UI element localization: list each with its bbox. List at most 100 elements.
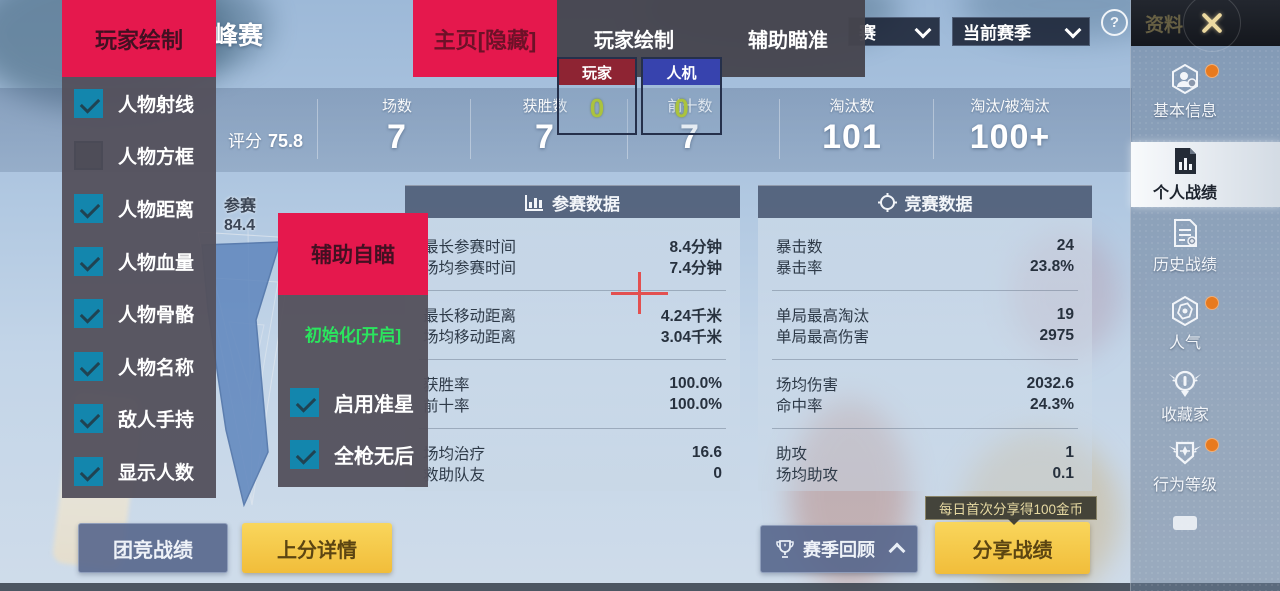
competition-data-panel: 竞赛数据 暴击数 24 暴击率 23.8% 单局最高淘汰 19 单局最高伤害 2975 … <box>758 185 1092 491</box>
rank-details-button[interactable]: 上分详情 <box>242 523 392 573</box>
checkbox[interactable] <box>74 88 103 118</box>
participation-panel-body: 最长参赛时间 8.4分钟 场均参赛时间 7.4分钟 最长移动距离 4.24千米 场均移… <box>405 218 740 491</box>
toggle-enemy-weapon[interactable]: 敌人手持 <box>62 393 216 446</box>
stat-row-label: 场均移动距离 <box>423 328 517 346</box>
divider <box>627 99 628 159</box>
stat-top10: 前十数 7 <box>615 95 765 157</box>
bot-counter-header[interactable]: 人机 <box>643 59 720 85</box>
stat-row-value: 1 <box>1065 443 1074 461</box>
collapse-icon[interactable] <box>1173 516 1197 530</box>
rank-details-label: 上分详情 <box>277 539 357 562</box>
draw-menu-header[interactable]: 玩家绘制 <box>62 0 216 77</box>
stat-row-value: 0.1 <box>1052 464 1074 482</box>
checkbox[interactable] <box>74 141 103 171</box>
stat-row-label: 单局最高淘汰 <box>776 307 870 325</box>
help-icon[interactable]: ? <box>1101 9 1128 36</box>
team-stats-button[interactable]: 团竞战绩 <box>78 523 228 573</box>
stat-row-value: 23.8% <box>1030 257 1074 275</box>
sidebar-item-personal-stats[interactable]: 个人战绩 <box>1131 146 1239 203</box>
sidebar-item-basic-info[interactable]: 基本信息 <box>1131 64 1239 121</box>
toggle-label: 敌人手持 <box>118 410 195 432</box>
toggle-esp-names[interactable]: 人物名称 <box>62 340 216 393</box>
share-stats-button[interactable]: 分享战绩 <box>935 522 1090 574</box>
stat-row-value: 2975 <box>1039 326 1074 344</box>
rating-label: 评分 <box>228 132 262 151</box>
season-dropdown-value: 当前赛季 <box>963 24 1031 43</box>
sidebar-item-label: 收藏家 <box>1160 407 1209 424</box>
sidebar-item-collector[interactable]: 收藏家 <box>1131 368 1239 425</box>
bot-counter-value: 0 <box>674 93 689 123</box>
sidebar-item-label: 行为等级 <box>1152 477 1217 494</box>
stat-row-value: 7.4分钟 <box>669 259 722 277</box>
checkbox[interactable] <box>290 387 319 417</box>
stat-eliminations: 淘汰数 101 <box>777 95 927 157</box>
rating: 评分 75.8 <box>228 127 303 152</box>
toggle-label: 人物骨骼 <box>118 305 195 327</box>
stat-row-value: 100.0% <box>669 374 722 392</box>
sidebar-header: 资料 <box>1131 0 1280 52</box>
stat-row-label: 场均治疗 <box>423 445 486 463</box>
toggle-enable-crosshair[interactable]: 启用准星 <box>278 376 428 429</box>
toggle-esp-distance[interactable]: 人物距离 <box>62 182 216 235</box>
share-reward-text: 每日首次分享得100金币 <box>938 502 1084 517</box>
sidebar-item-conduct-level[interactable]: 行为等级 <box>1131 438 1239 495</box>
stat-label: 淘汰/被淘汰 <box>970 98 1050 115</box>
checkbox[interactable] <box>290 440 319 470</box>
toggle-label: 全枪无后 <box>334 446 414 469</box>
toggle-esp-lines[interactable]: 人物射线 <box>62 77 216 130</box>
stat-row-label: 场均助攻 <box>776 466 839 484</box>
sidebar-item-popularity[interactable]: 人气 <box>1131 296 1239 353</box>
notification-badge <box>1205 64 1219 78</box>
tab-aim-assist[interactable]: 辅助瞄准 <box>748 30 828 52</box>
sidebar-title: 资料 <box>1145 14 1184 36</box>
stats-document-icon <box>1175 148 1196 174</box>
divider <box>317 99 318 159</box>
crosshair-icon <box>877 192 897 212</box>
toggle-player-count[interactable]: 显示人数 <box>62 445 216 498</box>
divider <box>933 99 934 159</box>
toggle-esp-boxes[interactable]: 人物方框 <box>62 130 216 183</box>
sidebar-item-history-stats[interactable]: 历史战绩 <box>1131 218 1239 275</box>
stat-row-label: 最长参赛时间 <box>423 238 517 256</box>
radar-stat-value: 84.4 <box>224 217 256 234</box>
stat-row-value: 0 <box>713 464 722 482</box>
toggle-esp-skeleton[interactable]: 人物骨骼 <box>62 287 216 340</box>
aim-menu-header[interactable]: 辅助自瞄 <box>278 213 428 295</box>
profile-hexagon-icon <box>1172 64 1198 94</box>
checkbox[interactable] <box>74 404 103 434</box>
team-stats-label: 团竞战绩 <box>113 539 193 562</box>
checkbox[interactable] <box>74 351 103 381</box>
bottom-edge <box>0 583 1280 591</box>
toggle-label: 显示人数 <box>118 462 195 484</box>
cheat-home-hide-button[interactable]: 主页[隐藏] <box>413 0 557 77</box>
tab-player-draw[interactable]: 玩家绘制 <box>594 30 674 52</box>
divider <box>419 428 726 429</box>
checkbox[interactable] <box>74 299 103 329</box>
season-dropdown[interactable]: 当前赛季 <box>952 17 1090 46</box>
init-status[interactable]: 初始化[开启] <box>304 326 402 345</box>
toggle-label: 启用准星 <box>334 393 414 416</box>
player-counter-header[interactable]: 玩家 <box>559 59 635 85</box>
stat-row-label: 助攻 <box>776 445 808 463</box>
divider <box>772 428 1078 429</box>
checkbox[interactable] <box>74 193 103 223</box>
toggle-label: 人物距离 <box>118 199 195 221</box>
season-review-button[interactable]: 赛季回顾 <box>760 525 918 573</box>
toggle-label: 人物血量 <box>118 252 195 274</box>
stat-value: 100+ <box>969 118 1051 156</box>
player-counter: 玩家 0 <box>557 57 637 135</box>
checkbox[interactable] <box>74 246 103 276</box>
close-icon[interactable] <box>1195 7 1227 39</box>
sidebar-item-label: 基本信息 <box>1152 103 1217 120</box>
sidebar-item-label: 历史战绩 <box>1152 257 1217 274</box>
cheat-draw-menu: 玩家绘制 人物射线 人物方框 人物距离 人物血量 人物骨骼 <box>62 0 216 498</box>
checkbox[interactable] <box>74 456 103 486</box>
chevron-down-icon <box>1064 21 1082 38</box>
toggle-esp-health[interactable]: 人物血量 <box>62 235 216 288</box>
stat-row-value: 8.4分钟 <box>669 238 722 256</box>
divider <box>772 290 1078 291</box>
toggle-no-recoil[interactable]: 全枪无后 <box>278 429 428 482</box>
draw-menu-body: 人物射线 人物方框 人物距离 人物血量 人物骨骼 人物名称 <box>62 77 216 498</box>
stat-wins: 获胜数 7 <box>470 95 620 157</box>
